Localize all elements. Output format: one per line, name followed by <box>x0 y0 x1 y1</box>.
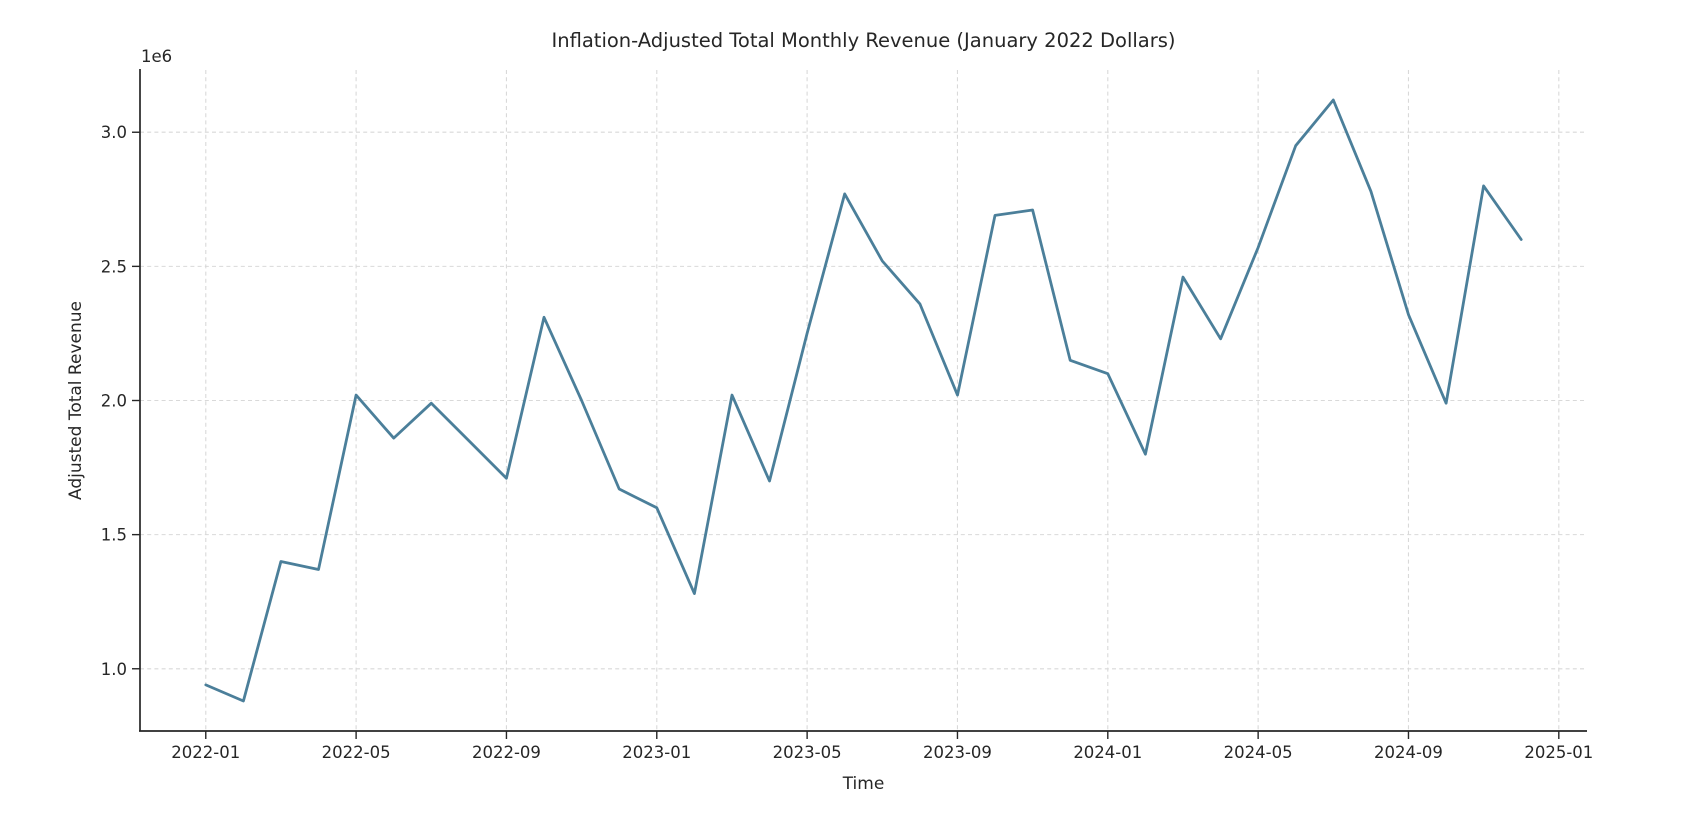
x-tick-label: 2022-09 <box>472 743 541 762</box>
gridlines <box>140 70 1587 731</box>
y-tick-label: 1.5 <box>101 526 127 545</box>
y-tick-label: 3.0 <box>101 123 127 142</box>
y-tick-label: 2.5 <box>101 257 127 276</box>
x-tick-label: 2023-01 <box>622 743 691 762</box>
x-tick-label: 2024-01 <box>1073 743 1142 762</box>
x-tick-label: 2024-09 <box>1374 743 1443 762</box>
chart-title: Inflation-Adjusted Total Monthly Revenue… <box>551 29 1175 52</box>
x-tick-label: 2022-01 <box>171 743 240 762</box>
y-axis-label: Adjusted Total Revenue <box>66 301 86 500</box>
x-tick-label: 2024-05 <box>1224 743 1293 762</box>
x-tick-label: 2023-05 <box>773 743 842 762</box>
y-tick-label: 1.0 <box>101 660 127 679</box>
y-tick-label: 2.0 <box>101 392 127 411</box>
tick-marks <box>132 131 1560 739</box>
y-axis-offset-label: 1e6 <box>141 47 172 66</box>
x-tick-labels: 2022-01 2022-05 2022-09 2023-01 2023-05 2023-… <box>171 743 1593 762</box>
y-tick-labels: 1.0 1.5 2.0 2.5 3.0 <box>101 123 127 679</box>
x-tick-label: 2023-09 <box>923 743 992 762</box>
x-tick-label: 2022-05 <box>322 743 391 762</box>
x-axis-label: Time <box>842 774 885 794</box>
x-tick-label: 2025-01 <box>1524 743 1593 762</box>
revenue-line-series <box>204 98 1523 703</box>
